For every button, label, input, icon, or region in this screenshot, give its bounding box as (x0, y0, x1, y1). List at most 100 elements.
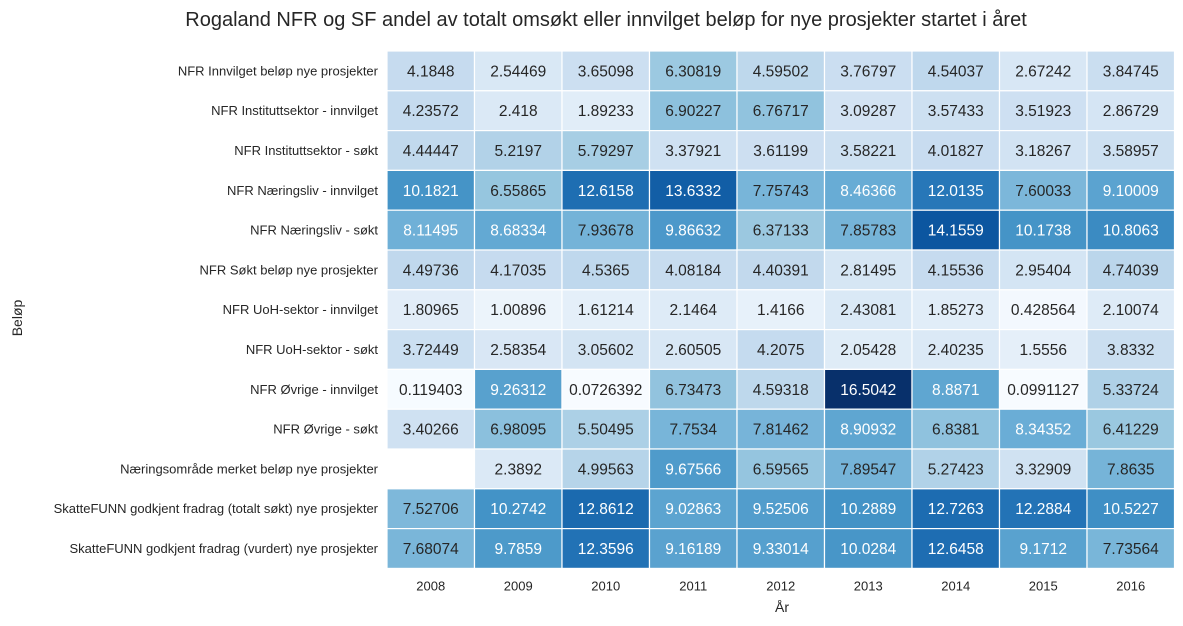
cell-value-label: 5.27423 (928, 461, 984, 478)
heatmap-cell (473, 368, 563, 410)
heatmap-cell (911, 368, 1001, 410)
cell-value-label: 5.33724 (1103, 382, 1159, 399)
cell-value-label: 3.72449 (403, 342, 459, 359)
heatmap-cell (386, 329, 476, 371)
cell-value-label: 12.6158 (578, 183, 634, 200)
heatmap-cell (473, 249, 563, 291)
heatmap-cell (1086, 249, 1176, 291)
heatmap-cell (386, 249, 476, 291)
y-tick-label: NFR UoH-sektor - søkt (246, 342, 379, 357)
cell-value-label: 4.59318 (753, 382, 809, 399)
heatmap-cell (386, 169, 476, 211)
cell-value-label: 10.2742 (490, 501, 546, 518)
cell-value-label: 4.40391 (753, 262, 809, 279)
cell-value-label: 5.50495 (578, 422, 634, 439)
heatmap-cell (1086, 527, 1176, 569)
heatmap-cell (823, 448, 913, 490)
x-tick-label: 2010 (591, 578, 620, 593)
heatmap-cell (1086, 408, 1176, 450)
cell-value-label: 4.44447 (403, 143, 459, 160)
heatmap-cell (736, 130, 826, 172)
heatmap-cell (998, 527, 1088, 569)
heatmap-cell (911, 209, 1001, 251)
cell-value-label: 4.17035 (490, 262, 546, 279)
heatmap-cell (998, 249, 1088, 291)
heatmap-cell (823, 408, 913, 450)
heatmap-cell (911, 329, 1001, 371)
cell-value-label: 4.01827 (928, 143, 984, 160)
cell-value-label: 4.08184 (665, 262, 721, 279)
cell-value-label: 3.09287 (840, 103, 896, 120)
y-tick-label: SkatteFUNN godkjent fradrag (totalt søkt… (54, 501, 379, 516)
heatmap-cell (823, 329, 913, 371)
cell-value-label: 2.1464 (670, 302, 718, 319)
cell-value-label: 9.52506 (753, 501, 809, 518)
cell-value-label: 3.65098 (578, 63, 634, 80)
x-tick-label: 2013 (854, 578, 883, 593)
cell-value-label: 12.0135 (928, 183, 984, 200)
cell-value-label: 4.99563 (578, 461, 634, 478)
heatmap-cell (1086, 448, 1176, 490)
y-tick-label: NFR Instituttsektor - innvilget (211, 103, 378, 118)
heatmap-cell (386, 408, 476, 450)
heatmap-cell (736, 289, 826, 331)
cell-value-label: 4.2075 (757, 342, 804, 359)
cell-value-label: 10.2889 (840, 501, 896, 518)
cell-value-label: 7.89547 (840, 461, 896, 478)
cell-value-label: 1.5556 (1020, 342, 1067, 359)
cell-value-label: 3.58221 (840, 143, 896, 160)
cell-value-label: 14.1559 (928, 223, 984, 240)
heatmap-cell (473, 488, 563, 530)
cell-value-label: 4.54037 (928, 63, 984, 80)
cell-value-label: 6.76717 (753, 103, 809, 120)
cell-value-label: 2.418 (499, 103, 538, 120)
heatmap-cell (473, 289, 563, 331)
x-axis-label: År (775, 599, 789, 615)
y-tick-label: NFR Innvilget beløp nye prosjekter (178, 63, 379, 78)
cell-value-label: 9.26312 (490, 382, 546, 399)
heatmap-cell (911, 408, 1001, 450)
heatmap-cell (911, 90, 1001, 132)
cell-value-label: 8.46366 (840, 183, 896, 200)
cell-value-label: 2.86729 (1103, 103, 1159, 120)
cell-value-label: 7.68074 (403, 541, 459, 558)
cell-value-label: 9.16189 (665, 541, 721, 558)
cell-value-label: 7.81462 (753, 422, 809, 439)
heatmap-cell (473, 50, 563, 92)
heatmap-cell (911, 448, 1001, 490)
x-tick-label: 2016 (1116, 578, 1145, 593)
cell-value-label: 1.61214 (578, 302, 634, 319)
cell-value-label: 3.51923 (1015, 103, 1071, 120)
heatmap-cell (561, 249, 651, 291)
cell-value-label: 7.75743 (753, 183, 809, 200)
cell-value-label: 6.98095 (490, 422, 546, 439)
y-tick-label: NFR Øvrige - søkt (273, 422, 378, 437)
heatmap-cell (648, 249, 738, 291)
cell-value-label: 4.23572 (403, 103, 459, 120)
cell-value-label: 10.8063 (1103, 223, 1159, 240)
x-tick-label: 2015 (1029, 578, 1058, 593)
cell-value-label: 12.3596 (578, 541, 634, 558)
cell-value-label: 3.37921 (665, 143, 721, 160)
heatmap-cell (648, 488, 738, 530)
cell-value-label: 10.1821 (403, 183, 459, 200)
heatmap-cell (1086, 209, 1176, 251)
heatmap-cell (386, 50, 476, 92)
cell-value-label: 4.74039 (1103, 262, 1159, 279)
heatmap-cell (473, 130, 563, 172)
cell-value-label: 2.3892 (495, 461, 542, 478)
y-tick-label: SkatteFUNN godkjent fradrag (vurdert) ny… (69, 541, 378, 556)
cell-value-label: 2.81495 (840, 262, 896, 279)
cell-value-label: 6.90227 (665, 103, 721, 120)
heatmap-cell (736, 527, 826, 569)
heatmap-cell (648, 368, 738, 410)
cell-value-label: 7.52706 (403, 501, 459, 518)
heatmap-cell (823, 50, 913, 92)
heatmap-cell (736, 368, 826, 410)
cell-value-label: 1.00896 (490, 302, 546, 319)
cell-value-label: 9.67566 (665, 461, 721, 478)
cell-value-label: 10.1738 (1015, 223, 1071, 240)
cell-value-label: 2.54469 (490, 63, 546, 80)
heatmap-cell (473, 448, 563, 490)
